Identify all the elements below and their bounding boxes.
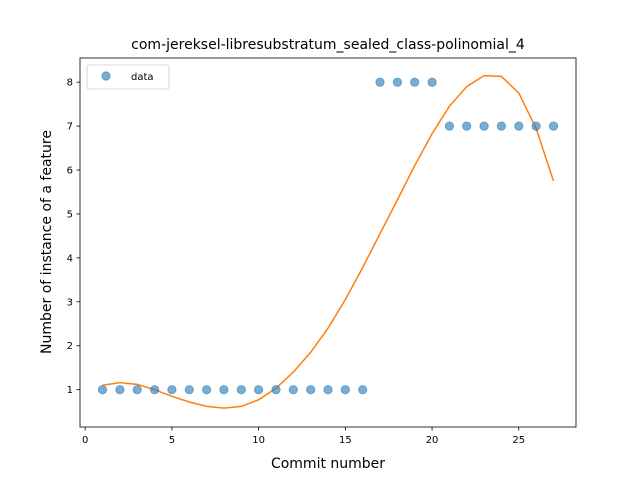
plot-frame: [79, 57, 577, 428]
fit-line: [102, 74, 555, 409]
data-point: [132, 385, 142, 395]
y-tick-label: 6: [67, 166, 73, 177]
data-point: [514, 121, 524, 131]
data-point: [340, 385, 350, 395]
data-point: [254, 385, 264, 395]
y-tick-label: 4: [67, 253, 73, 264]
legend-marker: [101, 71, 111, 81]
legend-box: [86, 64, 170, 90]
data-point: [444, 121, 454, 131]
data-point: [410, 77, 420, 87]
data-point: [392, 77, 402, 87]
y-tick-label: 2: [67, 341, 73, 352]
data-point: [479, 121, 489, 131]
x-tick-label: 15: [339, 435, 352, 446]
data-point: [150, 385, 160, 395]
data-point: [531, 121, 541, 131]
data-point: [271, 385, 281, 395]
x-axis-label: Commit number: [271, 456, 385, 472]
data-point: [288, 385, 298, 395]
data-point: [548, 121, 559, 131]
x-tick-label: 5: [169, 435, 175, 446]
data-point: [184, 385, 194, 395]
y-tick-label: 1: [67, 385, 73, 396]
x-tick-label: 25: [512, 435, 525, 446]
legend-label: data: [131, 72, 154, 83]
y-tick-label: 8: [67, 78, 73, 89]
data-point: [202, 385, 212, 395]
data-point: [306, 385, 316, 395]
data-point: [236, 385, 246, 395]
data-point: [115, 385, 125, 395]
x-tick-label: 20: [426, 435, 439, 446]
data-point: [97, 385, 108, 395]
y-axis-label: Number of instance of a feature: [39, 130, 55, 354]
data-point: [219, 385, 229, 395]
data-point: [496, 121, 506, 131]
x-tick-label: 0: [82, 435, 88, 446]
data-point: [462, 121, 472, 131]
x-tick-label: 10: [252, 435, 265, 446]
data-point: [167, 385, 177, 395]
y-tick-label: 3: [67, 297, 73, 308]
legend: data: [86, 64, 170, 90]
y-tick-label: 7: [67, 122, 73, 133]
data-point: [323, 385, 333, 395]
data-point: [427, 77, 437, 87]
chart-title: com-jereksel-libresubstratum_sealed_clas…: [131, 37, 525, 53]
y-tick-label: 5: [67, 209, 73, 220]
data-point: [358, 385, 368, 395]
data-point: [375, 77, 385, 87]
